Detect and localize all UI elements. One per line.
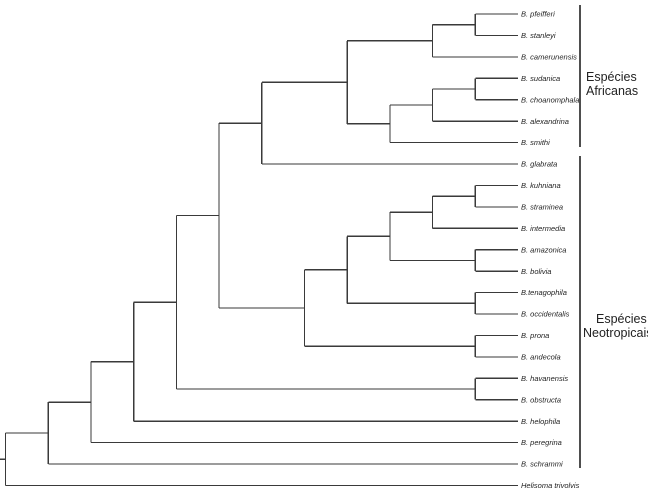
taxon-label: B. intermedia [521, 224, 565, 233]
neotropical-group-label-line2: Neotropicais [583, 326, 648, 340]
taxon-label: B. kuhniana [521, 181, 561, 190]
taxon-label: B. amazonica [521, 245, 566, 254]
taxon-label: B. helophila [521, 417, 560, 426]
taxon-label: B.tenagophila [521, 288, 567, 297]
african-group-label-line2: Africanas [586, 84, 638, 98]
taxon-label: B. smithi [521, 138, 550, 147]
taxon-labels: B. pfeifferi B. stanleyi B. camerunensis B.… [521, 10, 580, 489]
taxon-label: B. alexandrina [521, 117, 569, 126]
taxon-label: B. bolivia [521, 267, 551, 276]
taxon-label: B. prona [521, 331, 549, 340]
taxon-label: B. pfeifferi [521, 10, 555, 19]
african-group-label-line1: Espécies [586, 70, 637, 84]
neotropical-group-label-line1: Espécies [596, 312, 647, 326]
taxon-label: B. occidentalis [521, 310, 570, 319]
taxon-label: B. sudanica [521, 74, 560, 83]
taxon-label: B. choanomphala [521, 95, 579, 104]
taxon-label: B. glabrata [521, 160, 557, 169]
taxon-label: B. stanleyi [521, 31, 556, 40]
taxon-label: B. peregrina [521, 438, 562, 447]
taxon-label: Helisoma trivolvis [521, 481, 580, 489]
taxon-label: B. obstructa [521, 395, 561, 404]
tree-branches [0, 13, 518, 487]
taxon-label: B. straminea [521, 202, 563, 211]
taxon-label: B. andecola [521, 352, 561, 361]
taxon-label: B. havanensis [521, 374, 568, 383]
taxon-label: B. camerunensis [521, 52, 577, 61]
taxon-label: B. schrammi [521, 460, 563, 469]
